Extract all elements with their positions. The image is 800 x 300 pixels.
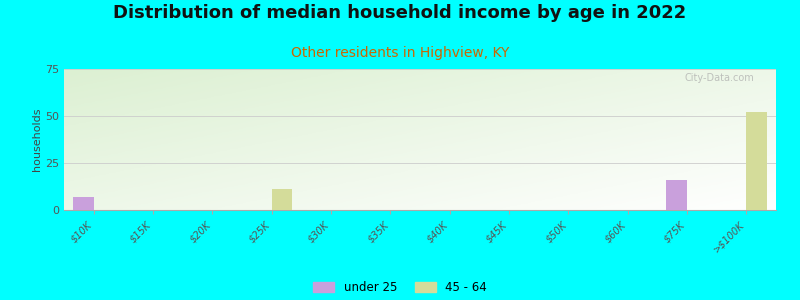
- Text: City-Data.com: City-Data.com: [685, 73, 754, 83]
- Y-axis label: households: households: [32, 108, 42, 171]
- Bar: [73, 197, 94, 210]
- Bar: [666, 180, 687, 210]
- Bar: [272, 189, 293, 210]
- Text: Distribution of median household income by age in 2022: Distribution of median household income …: [114, 4, 686, 22]
- Text: Other residents in Highview, KY: Other residents in Highview, KY: [291, 46, 509, 61]
- Legend: under 25, 45 - 64: under 25, 45 - 64: [313, 281, 487, 294]
- Bar: [746, 112, 767, 210]
